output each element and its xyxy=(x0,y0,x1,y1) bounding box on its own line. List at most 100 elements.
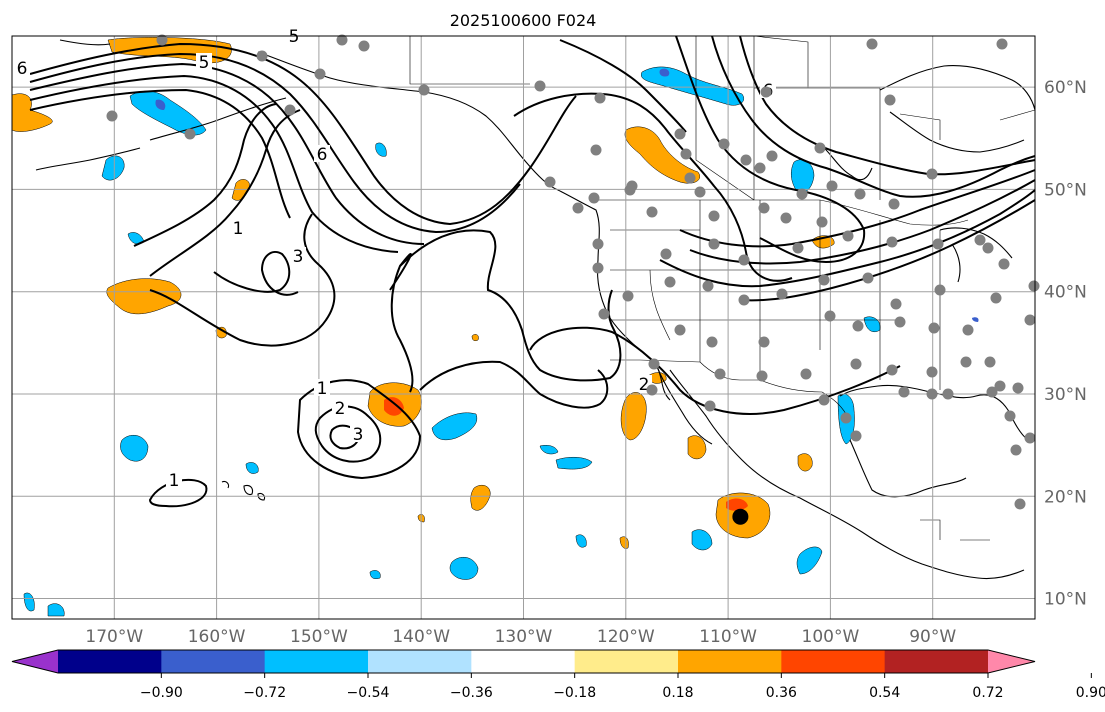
station-marker xyxy=(674,128,686,140)
station-marker xyxy=(594,92,606,104)
coastline xyxy=(951,243,961,283)
station-marker xyxy=(984,356,996,368)
station-marker xyxy=(898,386,910,398)
station-marker xyxy=(818,394,830,406)
longitude-label: 150°W xyxy=(290,627,348,647)
station-marker xyxy=(622,290,634,302)
station-marker xyxy=(840,412,852,424)
station-marker xyxy=(674,324,686,336)
colorbar-labels: −0.90 −0.72 −0.54 −0.36 −0.18 0.18 0.36 0.54 0.7… xyxy=(140,673,1105,701)
contour-line xyxy=(675,35,866,264)
longitude-label: 130°W xyxy=(495,627,553,647)
contour-line xyxy=(419,360,609,409)
station-marker xyxy=(760,86,772,98)
station-marker xyxy=(814,142,826,154)
station-marker xyxy=(590,144,602,156)
station-marker xyxy=(284,104,296,116)
anomaly-patch xyxy=(449,556,479,580)
contour-line xyxy=(559,39,687,133)
station-marker xyxy=(592,262,604,274)
colorbar-segment xyxy=(368,650,472,673)
coastline xyxy=(35,147,141,171)
anomaly-patch xyxy=(11,93,53,132)
latitude-label: 50°N xyxy=(1044,180,1087,200)
colorbar-tick-label: 0.54 xyxy=(869,685,900,701)
station-marker xyxy=(800,368,812,380)
colorbar-tick-label: −0.18 xyxy=(553,685,596,701)
contour-label: 1 xyxy=(317,379,328,399)
longitude-label: 170°W xyxy=(85,627,143,647)
station-marker xyxy=(706,336,718,348)
station-marker xyxy=(888,198,900,210)
contour-line xyxy=(213,251,299,296)
station-marker xyxy=(314,68,326,80)
contour-line xyxy=(149,109,301,277)
station-marker xyxy=(926,168,938,180)
anomaly-patch xyxy=(726,498,748,511)
station-marker xyxy=(336,34,348,46)
anomaly-patch xyxy=(215,326,227,339)
station-marker xyxy=(776,288,788,300)
political-borders xyxy=(409,35,1036,541)
coastline xyxy=(243,484,254,496)
station-marker xyxy=(418,84,430,96)
anomaly-patch xyxy=(129,90,207,136)
anomaly-patch xyxy=(620,392,647,441)
colorbar-segment xyxy=(161,650,266,673)
station-marker xyxy=(926,388,938,400)
stations xyxy=(106,34,1040,510)
station-marker xyxy=(256,50,268,62)
station-marker xyxy=(534,80,546,92)
station-marker xyxy=(702,280,714,292)
contour-line xyxy=(389,253,414,393)
anomaly-patch xyxy=(431,412,478,441)
contour-line xyxy=(329,424,360,450)
station-marker xyxy=(572,202,584,214)
station-marker xyxy=(962,324,974,336)
station-marker xyxy=(544,176,556,188)
station-marker xyxy=(708,238,720,250)
longitude-label: 110°W xyxy=(699,627,757,647)
contour-label: 1 xyxy=(233,219,244,239)
station-marker xyxy=(624,184,636,196)
station-marker xyxy=(982,242,994,254)
coastline xyxy=(149,97,287,141)
station-marker xyxy=(694,186,706,198)
station-marker xyxy=(866,38,878,50)
longitude-label: 100°W xyxy=(802,627,860,647)
station-marker xyxy=(884,94,896,106)
coastline xyxy=(879,65,1036,111)
contour-label: 2 xyxy=(639,375,650,395)
border-line xyxy=(610,359,847,415)
border-line xyxy=(899,109,1036,140)
colorbar-tick-label: −0.90 xyxy=(140,685,183,701)
anomaly-patch xyxy=(624,126,700,184)
anomaly-patch xyxy=(47,603,65,617)
anomaly-patch xyxy=(106,278,182,315)
colorbar-segment xyxy=(678,650,782,673)
station-marker xyxy=(842,230,854,242)
station-marker xyxy=(664,276,676,288)
contour-line xyxy=(296,379,422,480)
contour-line xyxy=(314,405,382,463)
station-marker xyxy=(998,258,1010,270)
station-marker xyxy=(156,34,168,46)
graticule xyxy=(12,36,1035,619)
station-marker xyxy=(792,242,804,254)
station-marker xyxy=(886,236,898,248)
anomaly-patch xyxy=(245,462,259,474)
anomaly-patch xyxy=(539,445,559,455)
station-marker xyxy=(826,180,838,192)
anomaly-patch xyxy=(691,529,713,551)
colorbar-tick-label: 0.18 xyxy=(662,685,693,701)
border-line xyxy=(695,35,881,201)
station-marker xyxy=(1012,382,1024,394)
colorbar-tick-label: −0.36 xyxy=(450,685,493,701)
anomaly-patch xyxy=(369,570,381,579)
contour-label-bg xyxy=(314,145,330,162)
anomaly-patch xyxy=(470,485,491,511)
contour-label-bg xyxy=(332,399,348,416)
station-marker xyxy=(1024,432,1036,444)
station-marker xyxy=(648,358,660,370)
